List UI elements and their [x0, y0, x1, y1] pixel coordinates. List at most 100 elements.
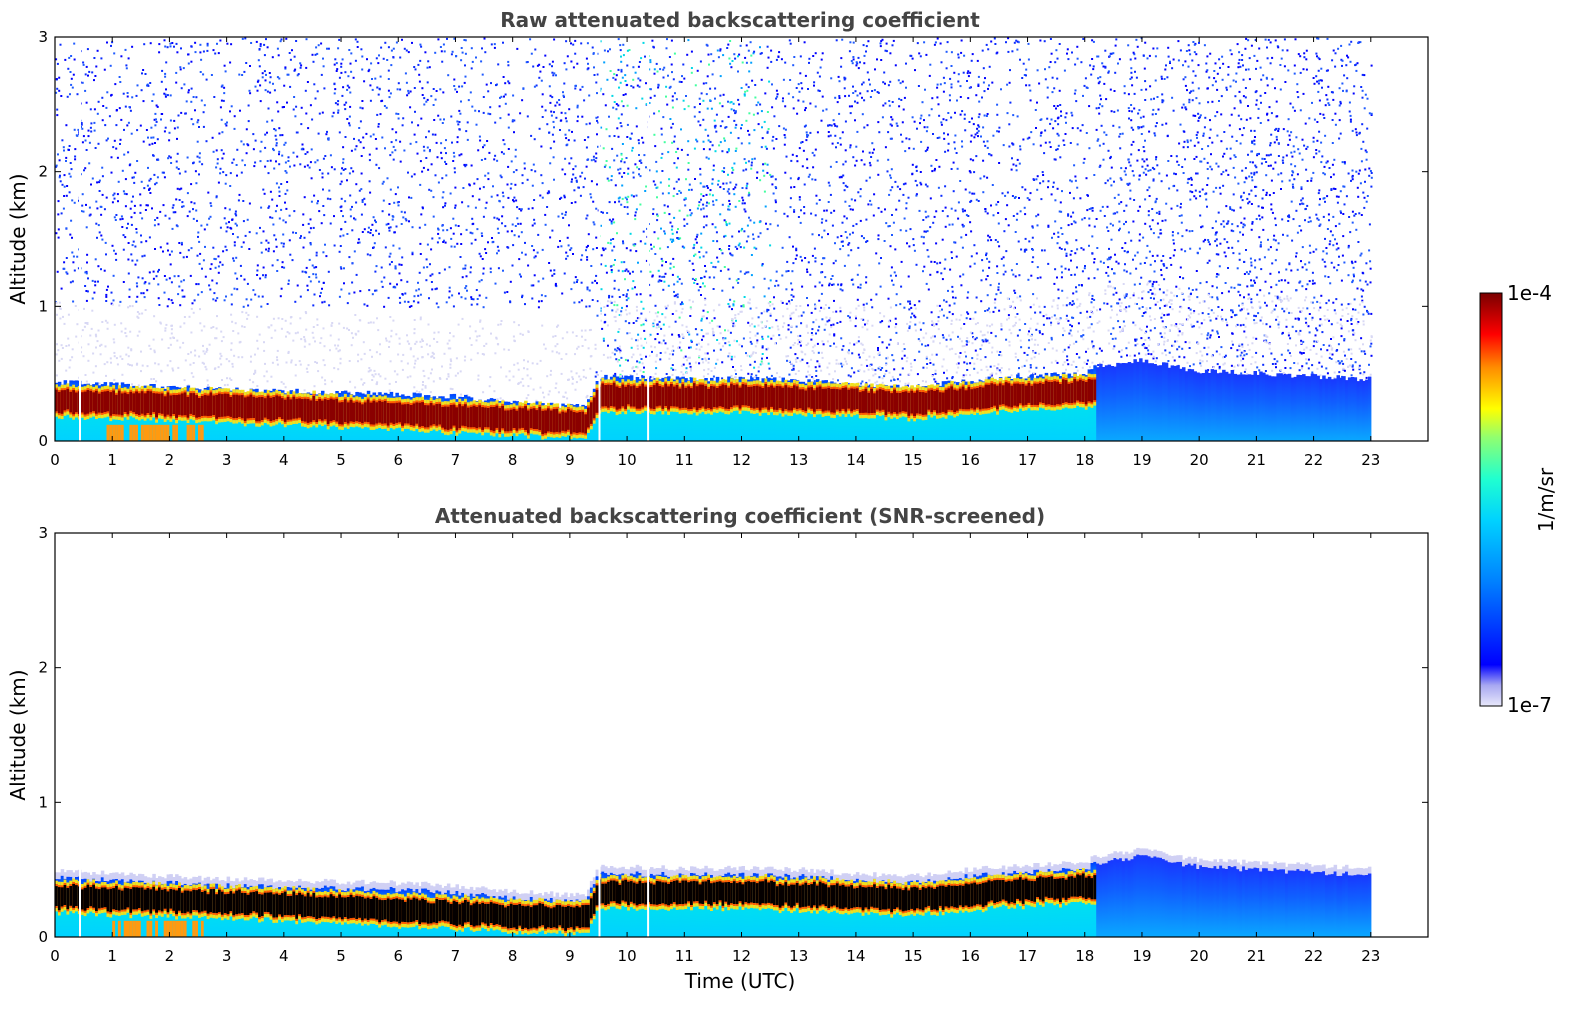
- noise-pixel: [878, 353, 881, 356]
- noise-pixel: [355, 201, 358, 204]
- noise-pixel: [769, 223, 772, 226]
- noise-pixel: [1305, 168, 1308, 171]
- noise-pixel: [238, 73, 241, 76]
- noise-pixel: [1290, 200, 1293, 203]
- noise-pixel: [1283, 65, 1286, 68]
- noise-pixel: [198, 126, 200, 128]
- noise-pixel: [149, 177, 152, 180]
- noise-pixel: [272, 149, 275, 152]
- noise-pixel: [340, 197, 343, 200]
- noise-pixel: [1072, 316, 1075, 319]
- noise-pixel: [105, 106, 108, 109]
- noise-pixel: [1219, 192, 1222, 195]
- noise-pixel: [1061, 289, 1064, 292]
- noise-pixel: [922, 236, 925, 239]
- noise-pixel: [82, 135, 85, 138]
- noise-pixel: [846, 236, 849, 239]
- noise-pixel: [268, 81, 271, 84]
- noise-pixel: [177, 293, 180, 296]
- noise-pixel: [986, 212, 989, 215]
- noise-pixel: [101, 175, 104, 178]
- noise-pixel: [903, 217, 906, 220]
- noise-pixel: [798, 90, 801, 93]
- noise-pixel: [610, 265, 613, 268]
- noise-pixel: [71, 199, 74, 202]
- noise-pixel: [1114, 287, 1116, 290]
- noise-pixel: [994, 239, 997, 241]
- noise-pixel: [1211, 100, 1214, 103]
- noise-pixel: [585, 165, 588, 168]
- noise-pixel: [738, 103, 741, 106]
- noise-pixel: [140, 180, 143, 183]
- noise-pixel: [1151, 166, 1154, 169]
- noise-pixel: [741, 227, 744, 230]
- noise-pixel: [1237, 240, 1240, 243]
- noise-pixel: [638, 173, 640, 176]
- noise-pixel: [354, 38, 357, 41]
- noise-pixel: [361, 100, 364, 102]
- noise-pixel: [581, 254, 584, 257]
- noise-pixel: [1119, 133, 1122, 135]
- noise-pixel: [709, 87, 712, 90]
- noise-pixel: [339, 206, 342, 209]
- noise-pixel: [342, 146, 345, 149]
- noise-pixel: [236, 277, 239, 280]
- noise-pixel: [862, 81, 865, 84]
- noise-pixel: [428, 188, 431, 191]
- noise-pixel: [789, 42, 792, 45]
- noise-pixel: [482, 146, 484, 149]
- noise-pixel: [1211, 227, 1214, 229]
- noise-pixel: [706, 185, 709, 187]
- noise-pixel: [157, 283, 160, 286]
- noise-pixel: [739, 44, 742, 47]
- noise-pixel: [672, 238, 674, 241]
- noise-pixel: [335, 62, 338, 65]
- noise-pixel: [1211, 329, 1214, 332]
- noise-pixel: [786, 359, 788, 362]
- noise-pixel: [665, 261, 667, 263]
- noise-pixel: [741, 345, 743, 348]
- noise-pixel: [671, 71, 673, 74]
- noise-pixel: [435, 90, 438, 92]
- noise-pixel: [307, 127, 310, 130]
- noise-pixel: [423, 97, 426, 100]
- noise-pixel: [1234, 156, 1237, 158]
- noise-pixel: [287, 282, 290, 285]
- noise-pixel: [377, 123, 380, 125]
- noise-pixel: [1085, 350, 1087, 353]
- noise-pixel: [1331, 119, 1334, 121]
- noise-pixel: [507, 126, 510, 129]
- noise-pixel: [153, 224, 156, 227]
- noise-pixel: [179, 66, 182, 69]
- noise-pixel: [186, 156, 189, 159]
- noise-pixel: [426, 266, 429, 269]
- noise-pixel: [727, 100, 729, 103]
- noise-pixel: [89, 108, 92, 111]
- noise-pixel: [586, 288, 589, 291]
- noise-pixel: [452, 160, 455, 162]
- noise-pixel: [1160, 268, 1163, 271]
- noise-pixel: [825, 219, 828, 222]
- noise-pixel: [497, 232, 500, 234]
- noise-pixel: [271, 119, 274, 122]
- noise-pixel: [718, 248, 721, 250]
- noise-pixel: [811, 178, 814, 181]
- noise-pixel: [1206, 87, 1209, 90]
- noise-pixel: [232, 233, 234, 235]
- noise-pixel: [1330, 338, 1332, 340]
- noise-pixel: [985, 115, 988, 117]
- noise-pixel: [711, 223, 714, 226]
- noise-pixel: [604, 164, 607, 167]
- noise-pixel: [1083, 217, 1086, 220]
- noise-pixel: [1201, 188, 1204, 191]
- noise-pixel: [1119, 147, 1122, 150]
- noise-pixel: [1189, 198, 1192, 201]
- noise-pixel: [128, 295, 131, 298]
- noise-pixel: [135, 300, 138, 303]
- noise-pixel: [606, 177, 609, 180]
- noise-pixel: [1364, 149, 1367, 152]
- noise-pixel: [1293, 72, 1296, 75]
- noise-pixel: [931, 170, 934, 173]
- noise-pixel: [1360, 214, 1363, 216]
- noise-pixel: [457, 225, 460, 227]
